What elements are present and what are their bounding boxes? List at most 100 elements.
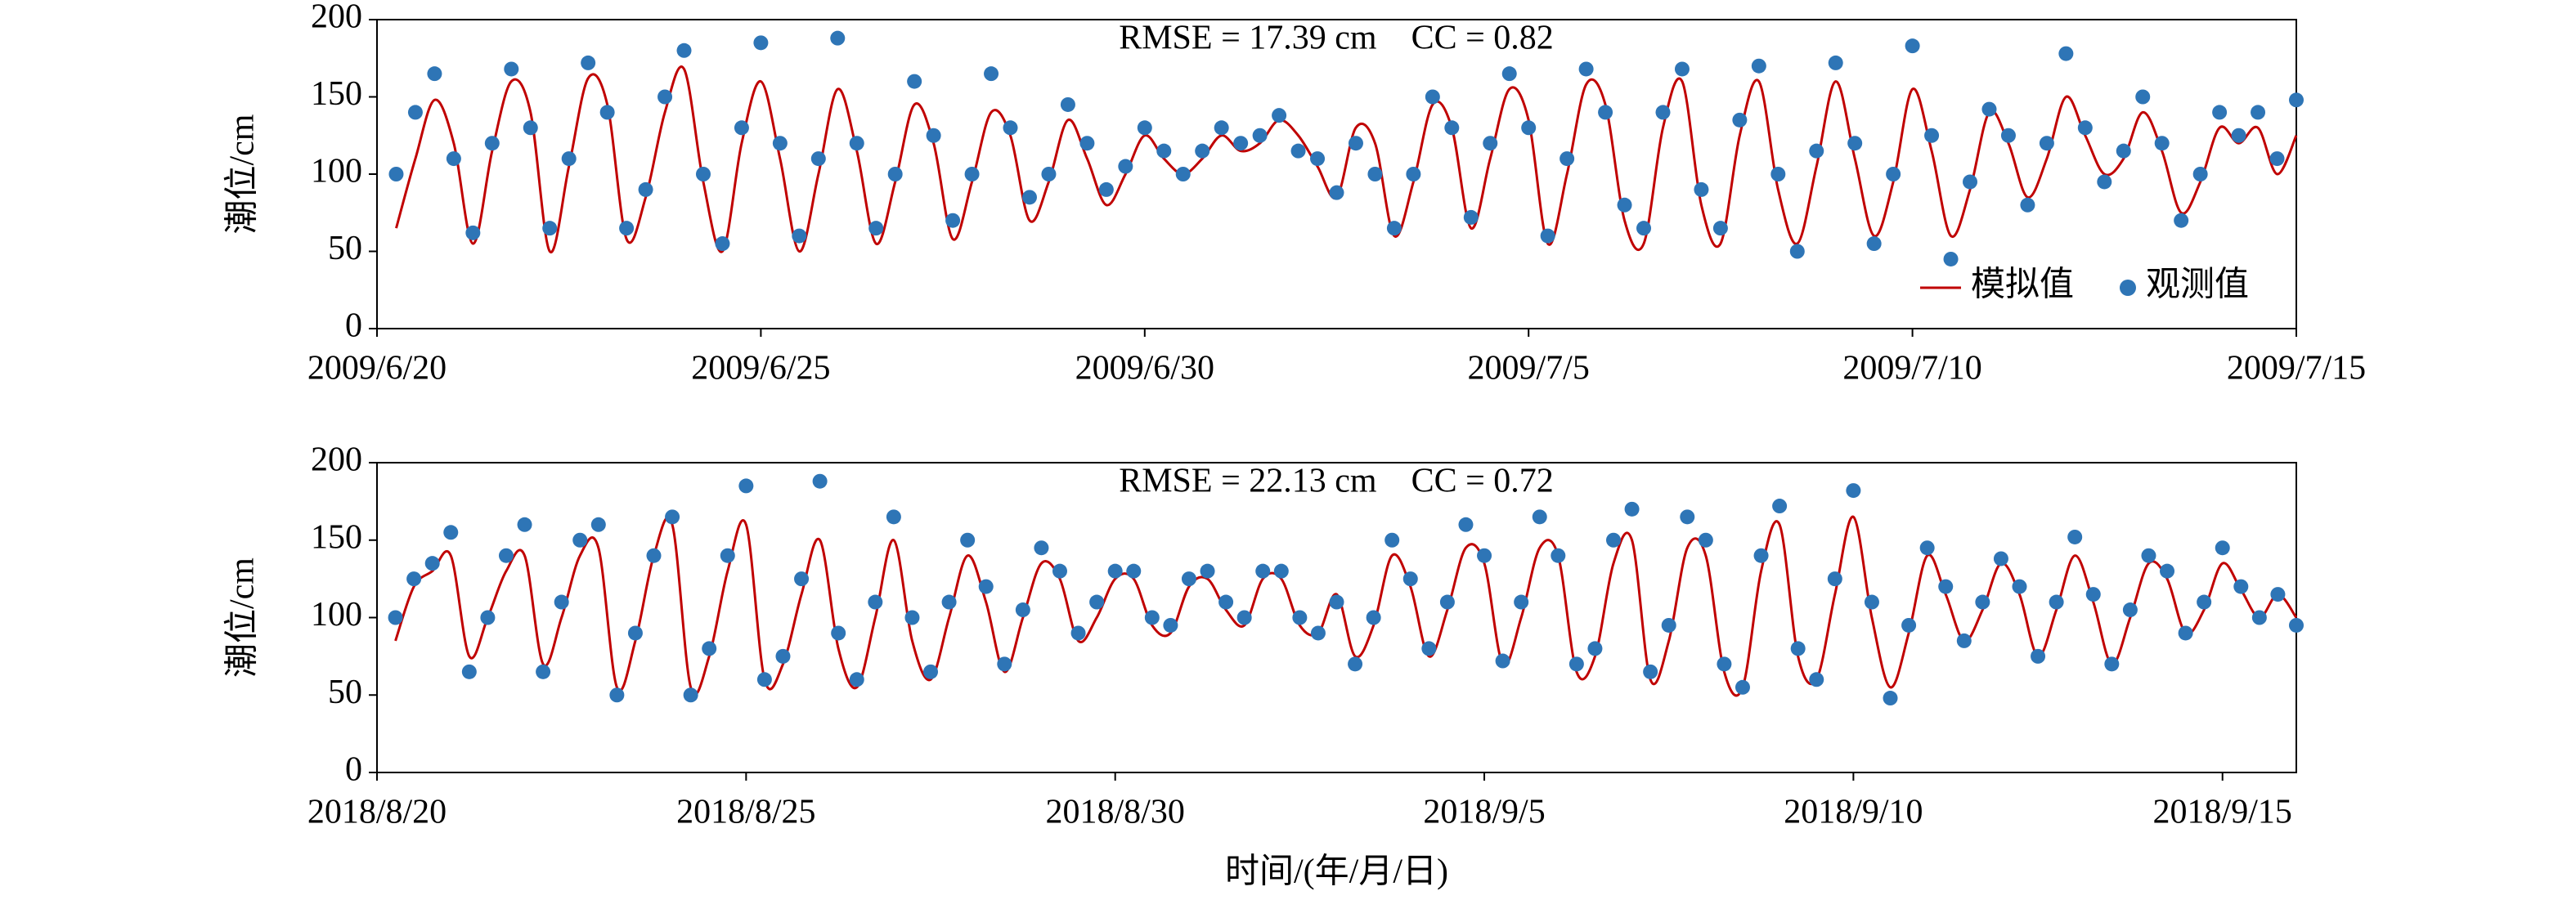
observed-dot [638,181,653,197]
observed-dot [1444,120,1460,136]
observed-dot [1809,672,1824,687]
y-tick-label: 200 [311,0,362,36]
observed-dot [424,556,440,571]
y-tick-label: 0 [345,307,362,345]
observed-dot [1732,112,1748,128]
observed-dot [868,221,884,236]
observed-dot [1181,571,1196,587]
x-tick-label: 2009/7/5 [1468,350,1590,387]
observed-dot [2122,602,2138,618]
annotation: RMSE = 22.13 cm CC = 0.72 [1119,463,1554,500]
observed-dot [794,571,810,587]
observed-dot [1617,197,1632,213]
observed-dot [812,473,828,489]
observed-dot [868,594,883,610]
observed-dot [1866,236,1882,252]
observed-dot [1272,108,1287,123]
observed-dot [1477,548,1492,563]
y-tick-label: 100 [311,153,362,190]
observed-dot [2154,136,2170,151]
observed-dot [1126,563,1142,579]
y-tick-label: 50 [328,674,362,711]
observed-dot [1402,571,1418,587]
y-axis-label: 潮位/cm [223,557,262,678]
observed-dot [2077,120,2093,136]
observed-dot [2058,46,2074,61]
observed-dot [1425,89,1440,105]
observed-dot [1919,540,1935,556]
observed-dot [1098,181,1114,197]
observed-dot [1483,136,1498,151]
y-tick-label: 100 [311,596,362,634]
observed-dot [1406,167,1421,181]
plot-frame [376,462,2297,773]
subplot: 0 50 100 150 200 2018/8/20 2018/8/25 2018/8/30 2… [223,441,2304,891]
observed-dot [480,610,496,625]
observed-dot [984,66,999,82]
observed-dot [1236,610,1252,625]
observed-dot [849,136,864,151]
observed-dot [1015,602,1030,618]
observed-dot [1753,548,1769,563]
observed-dot [627,625,643,641]
observed-dot [388,167,404,181]
observed-dot [1993,551,2008,566]
x-tick-label: 2018/9/5 [1423,794,1545,831]
observed-dot [1883,691,1898,706]
observed-dot [1578,61,1594,77]
observed-dot [2000,128,2016,143]
x-tick-label: 2018/9/10 [1784,794,1923,831]
observed-dot [1463,209,1479,225]
observed-dot [517,517,532,532]
observed-dot [738,478,754,494]
observed-dot [609,687,625,703]
observed-dot [1568,656,1584,672]
observed-dot [1052,563,1067,579]
observed-dot [1636,221,1652,236]
observed-dot [2020,197,2035,213]
observed-dot [2289,92,2304,108]
x-tick-label: 2018/8/30 [1046,794,1185,831]
observed-dot [720,548,735,563]
observed-dot [427,66,442,82]
observed-dot [498,548,514,563]
observed-dot [997,656,1012,672]
observed-dot [1366,610,1381,625]
observed-dot [2178,625,2193,641]
observed-dot [2289,617,2304,633]
observed-dot [1643,664,1658,679]
observed-dot [904,610,920,625]
observed-dot [775,648,791,664]
x-tick-label: 2009/7/15 [2227,350,2366,387]
observed-dot [676,43,692,58]
observed-dot [1214,120,1229,136]
x-tick-label: 2018/8/20 [307,794,447,831]
observed-dot [1680,509,1695,525]
observed-dot [2192,167,2208,181]
observed-dot [646,548,662,563]
observed-dot [1598,105,1613,120]
observed-dot [2160,563,2175,579]
observed-dot [2251,610,2267,625]
observed-dot [1310,625,1326,641]
observed-dot [657,89,673,105]
observed-dot [1218,594,1234,610]
observed-dot [1041,167,1057,181]
observed-dot [1348,136,1363,151]
model-line [395,65,2298,253]
x-tick-label: 2009/7/10 [1842,350,1981,387]
observed-dot [941,594,957,610]
observed-dot [695,167,711,181]
observed-dot [1252,128,1268,143]
observed-dot [542,221,558,236]
observed-dot [1070,625,1086,641]
observed-dot [523,120,538,136]
observed-dot [1674,61,1690,77]
annotation: RMSE = 17.39 cm CC = 0.82 [1119,20,1554,57]
observed-dot [1864,594,1879,610]
observed-dot [1163,617,1178,633]
observed-dot [1144,610,1160,625]
observed-dot [2141,548,2156,563]
observed-dot [406,571,422,587]
